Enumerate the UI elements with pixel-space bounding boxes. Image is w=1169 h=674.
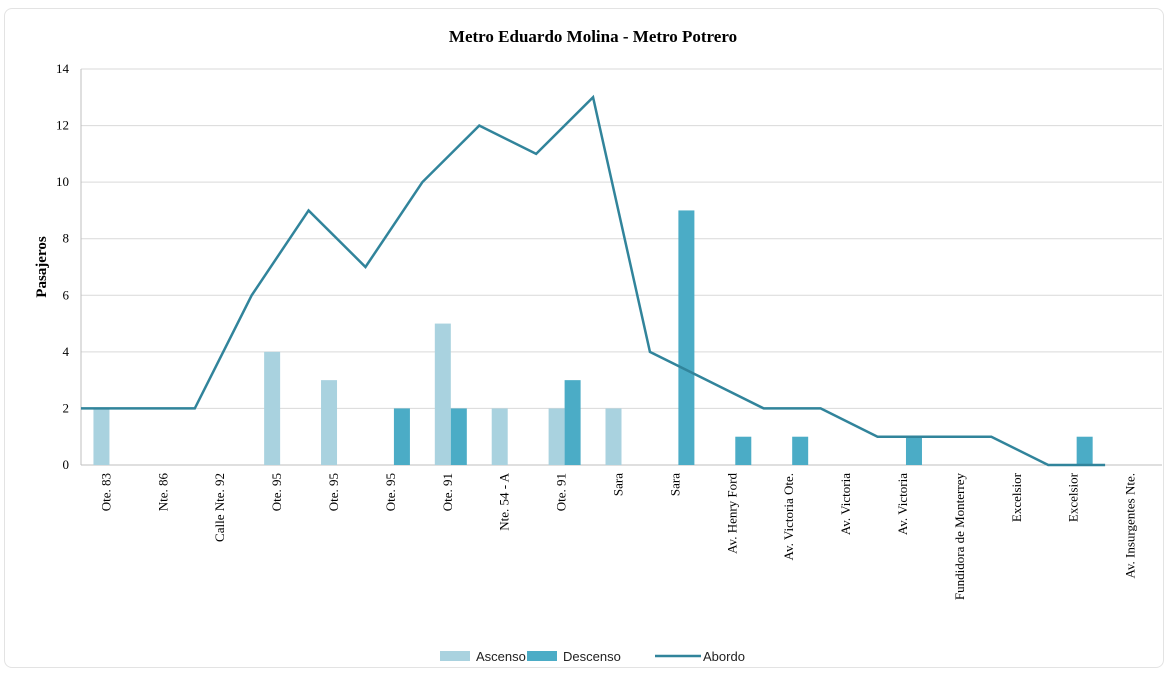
x-tick-label: Excelsior [1066, 472, 1081, 522]
gridlines [80, 68, 1162, 466]
descenso-bar [735, 436, 752, 465]
x-tick-labels: Ote. 83 Nte. 86 Calle Nte. 92 Ote. 95 Ote. 9… [98, 472, 1137, 600]
x-tick-label: Av. Victoria [838, 473, 853, 535]
legend: Ascenso Descenso Abordo [440, 649, 745, 664]
ascenso-bar [264, 351, 281, 465]
ascenso-bar [434, 323, 451, 465]
x-tick-label: Ote. 95 [269, 473, 284, 511]
descenso-bar [678, 210, 695, 465]
descenso-bar [1076, 436, 1093, 465]
x-tick-label: Fundidora de Monterrey [952, 473, 967, 601]
legend-item-ascenso: Ascenso [440, 649, 526, 664]
abordo-line [81, 94, 1106, 467]
legend-label: Abordo [703, 649, 745, 664]
x-tick-label: Av. Victoria [895, 473, 910, 535]
y-tick-labels: 0 2 4 6 8 10 12 14 [56, 61, 70, 472]
x-tick-label: Calle Nte. 92 [212, 473, 227, 542]
y-tick-label: 6 [63, 287, 70, 302]
ascenso-bar [605, 408, 622, 465]
y-axis-label: Pasajeros [34, 236, 50, 298]
legend-label: Ascenso [476, 649, 526, 664]
descenso-bar [792, 436, 809, 465]
x-tick-label: Sara [611, 473, 626, 496]
x-tick-label: Excelsior [1009, 472, 1024, 522]
legend-swatch [527, 651, 557, 661]
y-tick-label: 10 [56, 174, 69, 189]
descenso-bar [393, 408, 410, 465]
bars [93, 210, 1093, 465]
x-tick-label: Av. Henry Ford [724, 473, 739, 554]
x-tick-label: Av. Victoria Ote. [781, 473, 796, 560]
ascenso-bar [93, 408, 110, 465]
chart-title: Metro Eduardo Molina - Metro Potrero [449, 27, 737, 46]
chart-frame [4, 8, 1164, 668]
x-tick-label: Ote. 91 [440, 473, 455, 511]
y-tick-label: 0 [63, 457, 70, 472]
x-tick-label: Av. Insurgentes Nte. [1123, 473, 1138, 579]
y-tick-label: 12 [56, 118, 69, 133]
descenso-bar [564, 380, 581, 465]
y-tick-label: 14 [56, 61, 70, 76]
y-tick-label: 2 [63, 400, 70, 415]
y-tick-label: 4 [63, 344, 70, 359]
legend-swatch [440, 651, 470, 661]
x-tick-label: Sara [667, 473, 682, 496]
descenso-bar [905, 436, 922, 465]
x-tick-label: Ote. 95 [326, 473, 341, 511]
descenso-bar [450, 408, 467, 465]
legend-item-descenso: Descenso [527, 649, 621, 664]
x-tick-label: Ote. 91 [554, 473, 569, 511]
x-tick-label: Ote. 95 [383, 473, 398, 511]
abordo-line-layer [81, 94, 1106, 467]
y-tick-label: 8 [63, 231, 70, 246]
ascenso-bar [321, 380, 338, 465]
ascenso-bar [548, 408, 565, 465]
legend-item-abordo: Abordo [655, 649, 745, 664]
x-tick-label: Ote. 83 [98, 473, 113, 511]
x-tick-label: Nte. 86 [155, 473, 170, 512]
ascenso-bar [491, 408, 508, 465]
legend-label: Descenso [563, 649, 621, 664]
x-tick-label: Nte. 54 - A [497, 472, 512, 530]
